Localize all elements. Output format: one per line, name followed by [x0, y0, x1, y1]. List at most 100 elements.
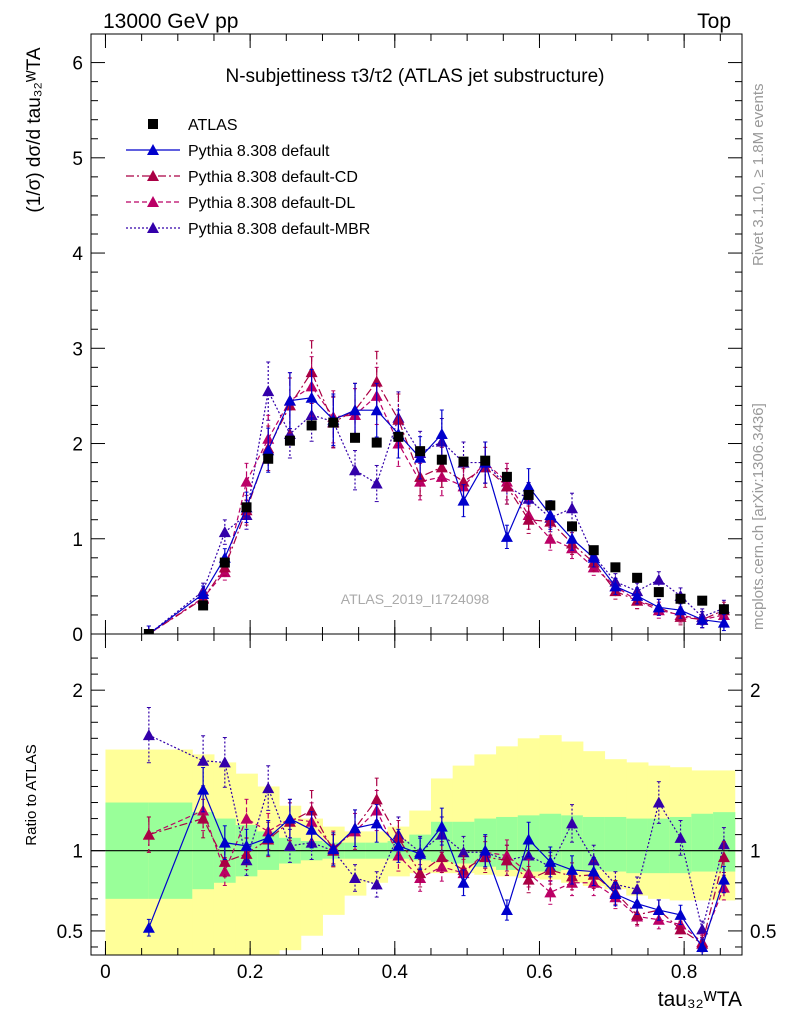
main-mbr-point: [370, 477, 383, 489]
ratio-default-point: [197, 783, 210, 795]
main-y-tick-label: 2: [72, 435, 83, 456]
ratio-dl-point: [544, 886, 557, 898]
ratio-cd-point: [674, 923, 687, 935]
main-atlas-point: [675, 593, 686, 604]
main-y-tick-label: 6: [72, 54, 83, 75]
main-panel: 0 1 2 3 4 5 6 N-subjettiness τ3/τ2 (ATLAS jet …: [24, 33, 743, 646]
main-atlas-point: [198, 600, 209, 611]
ratio-mbr-point: [370, 878, 383, 890]
ratio-cd-point: [500, 854, 513, 866]
legend-marker-dl: [147, 196, 159, 207]
main-y-tick-label: 0: [72, 625, 83, 646]
ratio-cd-point: [197, 812, 210, 824]
main-default-point: [500, 530, 513, 542]
ratio-cd-point: [414, 867, 427, 879]
ratio-dl-point: [435, 860, 448, 872]
ratio-default-point: [435, 820, 448, 832]
ratio-cd-point: [522, 873, 535, 885]
legend-label-mbr: Pythia 8.308 default-MBR: [188, 221, 370, 238]
ratio-default-point: [631, 897, 644, 909]
main-cd-point: [522, 513, 535, 525]
ratio-cd-point: [717, 851, 730, 863]
main-default-point: [566, 532, 579, 544]
main-atlas-point: [567, 521, 578, 532]
main-dl-point: [544, 532, 557, 544]
main-default-point: [283, 394, 296, 406]
main-atlas-point: [263, 453, 274, 464]
main-atlas-point: [588, 545, 599, 556]
ratio-default-point: [479, 844, 492, 856]
ratio-mbr-point: [631, 883, 644, 895]
ratio-default-point: [696, 940, 709, 952]
rivet-version-label: Rivet 3.1.10, ≥ 1.8M events: [750, 84, 767, 267]
main-atlas-point: [545, 500, 556, 511]
ratio-cd-line: [148, 798, 725, 945]
main-default-point: [262, 444, 275, 456]
main-cd-point: [500, 480, 513, 492]
ratio-inner-band-bin: [626, 818, 649, 874]
ratio-default-point: [414, 847, 427, 859]
x-tick-label: 0: [100, 962, 111, 983]
ratio-cd-point: [142, 828, 155, 840]
x-axis-label: tau₃₂ᵂTA: [658, 988, 742, 1011]
main-default-point: [609, 580, 622, 592]
header-right-label: Top: [697, 10, 731, 33]
ratio-mbr-point: [696, 923, 709, 935]
ratio-inner-band-bin: [691, 813, 714, 872]
main-mbr-point: [349, 464, 362, 476]
ratio-cd-point: [435, 851, 448, 863]
ratio-cd-point: [305, 804, 318, 816]
x-tick-label: 0.2: [237, 962, 263, 983]
ratio-default-point: [370, 817, 383, 829]
legend-label-dl: Pythia 8.308 default-DL: [188, 195, 355, 212]
main-atlas-point: [501, 471, 512, 482]
main-atlas-point: [458, 456, 469, 467]
ratio-cd-point: [218, 855, 231, 867]
main-title: N-subjettiness τ3/τ2 (ATLAS jet substruc…: [226, 66, 605, 87]
legend-label-default: Pythia 8.308 default: [188, 143, 330, 160]
ratio-default-point: [544, 855, 557, 867]
main-default-point: [674, 604, 687, 616]
main-default-point: [197, 588, 210, 599]
main-mbr-point: [566, 502, 579, 514]
main-atlas-point: [610, 562, 621, 573]
legend-marker-atlas: [148, 119, 158, 129]
legend-label-atlas: ATLAS: [188, 117, 238, 134]
ratio-mbr-point: [142, 729, 155, 741]
main-mbr-line: [148, 389, 725, 634]
main-dl-point: [435, 470, 448, 482]
ratio-default-point: [457, 876, 470, 888]
main-default-point: [349, 404, 362, 416]
ratio-y-tick-label: 0.5: [57, 922, 83, 943]
ratio-mbr-line: [148, 734, 725, 930]
main-default-point: [305, 391, 318, 403]
main-default-point: [696, 613, 709, 625]
ratio-default-point: [327, 843, 340, 855]
main-default-point: [717, 616, 730, 628]
ratio-default-point: [652, 904, 665, 916]
ratio-plot-marks: [142, 707, 730, 955]
ratio-frame: [90, 633, 743, 956]
x-tick-label: 0.8: [671, 962, 697, 983]
ratio-axes: 0.5 0.5 1 1 2 2 0 0.2 0.4 0.6 0.8: [57, 634, 776, 983]
main-atlas-point: [393, 431, 404, 442]
main-mbr-point: [218, 526, 231, 538]
main-default-point: [457, 494, 470, 506]
ratio-cd-point: [370, 793, 383, 805]
ratio-y-tick-label: 1: [72, 842, 83, 863]
ratio-panel: 0.5 0.5 1 1 2 2 0 0.2 0.4 0.6 0.8 Ratio to ATLAS t…: [23, 633, 776, 1011]
main-default-line: [148, 397, 724, 634]
ratio-mbr-point: [566, 817, 579, 829]
main-atlas-point: [436, 454, 447, 465]
main-y-tick-label: 3: [72, 339, 83, 360]
main-atlas-point: [653, 587, 664, 598]
ratio-default-point: [283, 812, 296, 824]
ratio-mbr-point: [674, 831, 687, 843]
main-mbr-point: [262, 385, 275, 397]
ratio-inner-band-bin: [582, 816, 606, 870]
ratio-mbr-point: [457, 846, 470, 858]
main-dl-point: [240, 475, 253, 487]
ratio-default-point: [587, 865, 600, 877]
main-atlas-point: [306, 420, 317, 431]
